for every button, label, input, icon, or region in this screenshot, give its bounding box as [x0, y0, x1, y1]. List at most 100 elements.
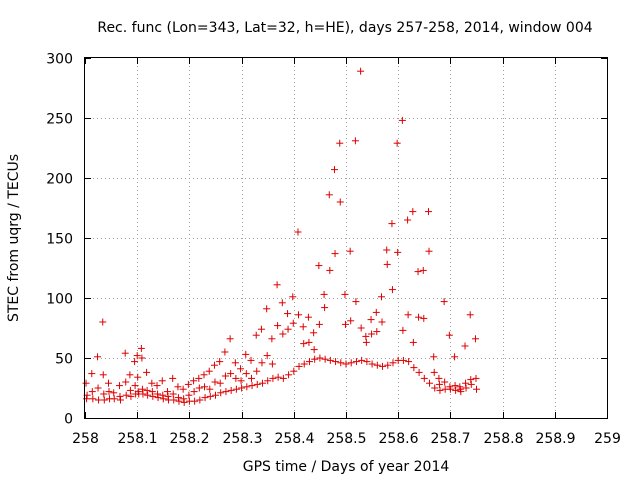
- data-point: [405, 358, 413, 366]
- data-point: [196, 396, 204, 404]
- data-point: [174, 394, 182, 402]
- data-point: [305, 338, 313, 346]
- data-point: [191, 397, 199, 405]
- data-point: [154, 390, 162, 398]
- data-point: [398, 116, 406, 124]
- data-point: [163, 388, 171, 396]
- data-point: [206, 392, 214, 400]
- data-point: [311, 355, 319, 363]
- data-point: [248, 382, 256, 390]
- data-point: [304, 313, 312, 321]
- y-tick-label: 250: [46, 112, 73, 128]
- chart-title: Rec. func (Lon=343, Lat=32, h=HE), days …: [97, 20, 592, 36]
- x-tick-label: 258.3: [222, 431, 262, 447]
- data-point: [134, 373, 142, 381]
- data-point: [116, 392, 124, 400]
- data-point: [435, 380, 443, 388]
- x-tick-label: 258.8: [483, 431, 523, 447]
- x-tick-label: 258.2: [169, 431, 209, 447]
- data-point: [195, 384, 203, 392]
- data-point: [372, 308, 380, 316]
- data-point: [100, 390, 108, 398]
- data-point: [88, 370, 96, 378]
- data-point: [315, 320, 323, 328]
- data-point: [358, 356, 366, 364]
- data-point: [300, 340, 308, 348]
- data-point: [462, 379, 470, 387]
- data-point: [242, 350, 250, 358]
- data-point: [467, 376, 475, 384]
- data-point: [284, 325, 292, 333]
- data-point: [94, 353, 102, 361]
- data-point: [169, 390, 177, 398]
- data-point: [362, 332, 370, 340]
- data-point: [337, 359, 345, 367]
- data-point: [88, 388, 96, 396]
- data-point: [144, 391, 152, 399]
- data-point: [221, 348, 229, 356]
- data-point: [100, 396, 108, 404]
- data-point: [126, 386, 134, 394]
- data-point: [131, 358, 139, 366]
- data-point: [216, 379, 224, 387]
- data-point: [399, 326, 407, 334]
- data-point: [310, 346, 318, 354]
- data-point: [257, 325, 265, 333]
- data-point: [289, 319, 297, 327]
- data-point: [180, 395, 188, 403]
- y-axis-title: STEC from uqrg / TECUs: [6, 154, 22, 322]
- data-point: [126, 371, 134, 379]
- data-point: [321, 304, 329, 312]
- data-point: [431, 384, 439, 392]
- data-point: [247, 356, 255, 364]
- data-point: [210, 361, 218, 369]
- data-point: [143, 386, 151, 394]
- data-point: [227, 386, 235, 394]
- data-point: [121, 349, 129, 357]
- y-axis: 0 50 100 150 200 250 300: [46, 52, 607, 428]
- data-point: [221, 372, 229, 380]
- data-point: [414, 268, 422, 276]
- data-point: [471, 335, 479, 343]
- data-point: [149, 392, 157, 400]
- data-point: [227, 370, 235, 378]
- x-tick-label: 258.5: [326, 431, 366, 447]
- data-point: [425, 247, 433, 255]
- data-point: [352, 298, 360, 306]
- data-point: [373, 361, 381, 369]
- data-point: [451, 353, 459, 361]
- data-point: [268, 360, 276, 368]
- data-point: [331, 250, 339, 258]
- x-tick-label: 258.7: [430, 431, 470, 447]
- data-point: [133, 352, 141, 360]
- data-point: [274, 322, 282, 330]
- data-point: [362, 338, 370, 346]
- data-point: [404, 216, 412, 224]
- data-point: [237, 365, 245, 373]
- plot-frame: [84, 57, 608, 419]
- data-point: [389, 359, 397, 367]
- data-point: [440, 298, 448, 306]
- data-point: [169, 374, 177, 382]
- data-point: [420, 314, 428, 322]
- x-tick-label: 258.4: [274, 431, 314, 447]
- x-axis-title: GPS time / Days of year 2014: [243, 459, 450, 475]
- data-point: [399, 356, 407, 364]
- data-point: [321, 355, 329, 363]
- data-point: [394, 248, 402, 256]
- data-point: [248, 374, 256, 382]
- data-point: [185, 391, 193, 399]
- data-point: [388, 286, 396, 294]
- data-point: [331, 166, 339, 174]
- data-point: [383, 246, 391, 254]
- data-point: [457, 388, 465, 396]
- data-point: [232, 374, 240, 382]
- data-point: [290, 367, 298, 375]
- data-point: [368, 330, 376, 338]
- data-point: [205, 367, 213, 375]
- data-point: [159, 391, 167, 399]
- data-point: [264, 377, 272, 385]
- data-point: [232, 385, 240, 393]
- data-point: [451, 382, 459, 390]
- data-point: [404, 311, 412, 319]
